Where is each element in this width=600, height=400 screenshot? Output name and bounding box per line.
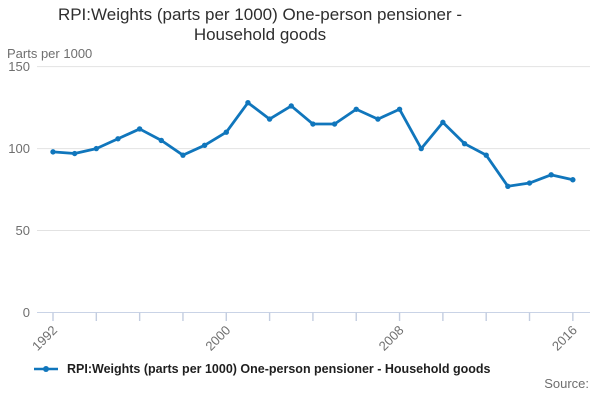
data-point-marker — [526, 180, 533, 186]
y-axis-tick-label: 100 — [8, 141, 30, 156]
data-point-marker — [50, 149, 56, 155]
legend-item: RPI:Weights (parts per 1000) One-person … — [33, 362, 490, 376]
data-point-marker — [180, 152, 186, 158]
chart-title-line2: Household goods — [193, 25, 327, 44]
data-point-marker — [71, 150, 78, 157]
data-point-marker — [461, 140, 468, 147]
data-point-marker — [331, 121, 338, 127]
data-point-marker — [201, 142, 208, 149]
data-point-marker — [570, 177, 576, 183]
data-point-marker — [440, 119, 446, 126]
data-point-marker — [505, 183, 511, 189]
y-axis-tick-label: 150 — [8, 59, 30, 74]
source-label: Source: — [544, 376, 589, 391]
data-point-marker — [245, 100, 251, 106]
data-point-marker — [483, 152, 489, 158]
chart-plot-area: 0 50 100 150 1992 2000 2008 2016 — [8, 59, 590, 354]
data-point-marker — [93, 145, 100, 152]
y-axis-tick-label: 50 — [16, 223, 30, 238]
data-point-marker — [266, 116, 273, 122]
y-axis-tick-label: 0 — [23, 305, 30, 320]
data-point-marker — [353, 106, 359, 112]
x-axis-tick-label: 2000 — [202, 323, 233, 354]
series-line — [51, 101, 575, 188]
data-point-marker — [375, 116, 381, 122]
chart-title: RPI:Weights (parts per 1000) One-person … — [0, 5, 520, 45]
x-axis-tick-label: 2008 — [376, 323, 407, 354]
data-point-marker — [223, 129, 229, 135]
y-axis-unit-label: Parts per 1000 — [7, 46, 93, 61]
chart-title-line1: RPI:Weights (parts per 1000) One-person … — [57, 5, 463, 24]
x-axis-tick-label: 1992 — [29, 323, 60, 354]
x-axis-tick-label: 2016 — [549, 323, 580, 354]
data-point-marker — [288, 103, 294, 109]
data-point-marker — [136, 126, 143, 132]
data-point-marker — [115, 136, 121, 142]
data-point-marker — [158, 137, 164, 144]
data-point-marker — [418, 145, 424, 152]
data-point-marker — [396, 106, 403, 112]
legend-series-label: RPI:Weights (parts per 1000) One-person … — [67, 362, 491, 376]
data-point-marker — [548, 172, 554, 178]
data-point-marker — [310, 121, 316, 127]
legend-line-dot-icon — [34, 366, 58, 372]
